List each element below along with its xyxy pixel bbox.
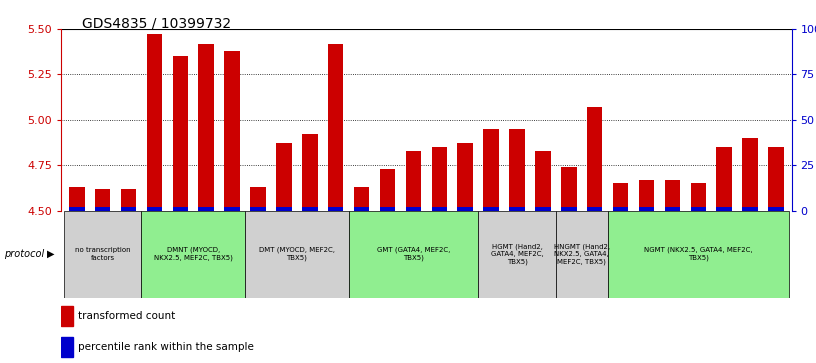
Bar [354, 187, 370, 211]
Bar [768, 207, 783, 211]
Bar [478, 211, 556, 298]
Bar [61, 306, 73, 326]
Bar [224, 51, 240, 211]
Bar [379, 207, 395, 211]
Text: HGMT (Hand2,
GATA4, MEF2C,
TBX5): HGMT (Hand2, GATA4, MEF2C, TBX5) [490, 243, 543, 265]
Bar [95, 189, 110, 211]
Bar [716, 207, 732, 211]
Bar [535, 207, 551, 211]
Text: GDS4835 / 10399732: GDS4835 / 10399732 [82, 16, 231, 30]
Bar [172, 56, 188, 211]
Bar [664, 207, 681, 211]
Bar [613, 207, 628, 211]
Text: percentile rank within the sample: percentile rank within the sample [78, 342, 255, 352]
Bar [639, 180, 654, 211]
Bar [406, 207, 421, 211]
Bar [483, 129, 499, 211]
Bar [198, 44, 214, 211]
Bar [458, 143, 473, 211]
Bar [535, 151, 551, 211]
Bar [245, 211, 348, 298]
Bar [406, 151, 421, 211]
Bar [141, 211, 245, 298]
Bar [276, 143, 291, 211]
Bar [328, 44, 344, 211]
Text: NGMT (NKX2.5, GATA4, MEF2C,
TBX5): NGMT (NKX2.5, GATA4, MEF2C, TBX5) [644, 247, 752, 261]
Bar [561, 207, 577, 211]
Bar [224, 207, 240, 211]
Bar [613, 183, 628, 211]
Text: HNGMT (Hand2,
NKX2.5, GATA4,
MEF2C, TBX5): HNGMT (Hand2, NKX2.5, GATA4, MEF2C, TBX5… [554, 243, 610, 265]
Bar [458, 207, 473, 211]
Text: DMNT (MYOCD,
NKX2.5, MEF2C, TBX5): DMNT (MYOCD, NKX2.5, MEF2C, TBX5) [154, 247, 233, 261]
Bar [172, 207, 188, 211]
Text: transformed count: transformed count [78, 311, 175, 321]
Bar [251, 207, 266, 211]
Bar [64, 211, 141, 298]
Bar [379, 169, 395, 211]
Bar [69, 187, 85, 211]
Text: DMT (MYOCD, MEF2C,
TBX5): DMT (MYOCD, MEF2C, TBX5) [259, 247, 335, 261]
Bar [69, 207, 85, 211]
Bar [302, 207, 317, 211]
Bar [483, 207, 499, 211]
Bar [95, 207, 110, 211]
Bar [251, 187, 266, 211]
Bar [354, 207, 370, 211]
Bar [768, 147, 783, 211]
Bar [61, 337, 73, 357]
Bar [432, 147, 447, 211]
Bar [302, 134, 317, 211]
Bar [716, 147, 732, 211]
Text: no transcription
factors: no transcription factors [75, 247, 131, 261]
Bar [147, 34, 162, 211]
Bar [198, 207, 214, 211]
Bar [639, 207, 654, 211]
Bar [690, 183, 706, 211]
Bar [147, 207, 162, 211]
Bar [556, 211, 608, 298]
Bar [664, 180, 681, 211]
Text: protocol: protocol [4, 249, 44, 259]
Bar [276, 207, 291, 211]
Bar [121, 189, 136, 211]
Bar [743, 138, 758, 211]
Bar [561, 167, 577, 211]
Bar [608, 211, 789, 298]
Bar [509, 207, 525, 211]
Bar [328, 207, 344, 211]
Bar [743, 207, 758, 211]
Bar [509, 129, 525, 211]
Text: GMT (GATA4, MEF2C,
TBX5): GMT (GATA4, MEF2C, TBX5) [377, 247, 450, 261]
Bar [348, 211, 478, 298]
Bar [121, 207, 136, 211]
Text: ▶: ▶ [47, 249, 55, 259]
Bar [432, 207, 447, 211]
Bar [690, 207, 706, 211]
Bar [587, 107, 602, 211]
Bar [587, 207, 602, 211]
